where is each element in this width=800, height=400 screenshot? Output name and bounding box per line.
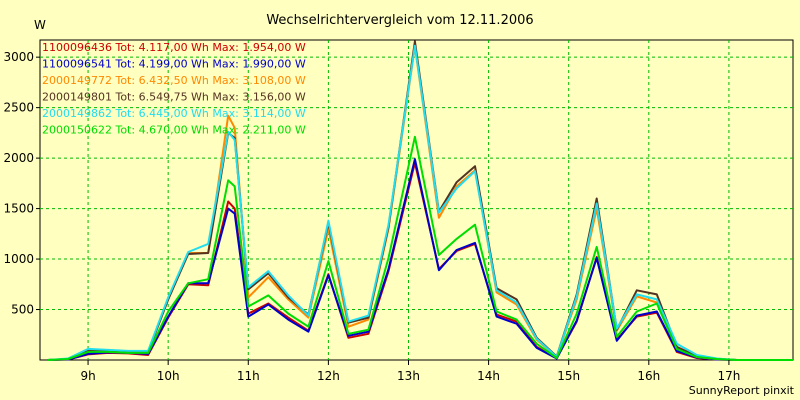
- series-line-6: [47, 135, 793, 361]
- y-tick-label: 2500: [3, 101, 34, 115]
- legend-entry-1: 1100096436 Tot: 4.117,00 Wh Max: 1.954,0…: [42, 41, 306, 54]
- x-tick-label: 13h: [397, 369, 420, 383]
- x-tick-label: 17h: [717, 369, 740, 383]
- x-tick-label: 12h: [317, 369, 340, 383]
- x-tick-label: 16h: [637, 369, 660, 383]
- series-line-2: [47, 158, 793, 361]
- x-tick-label: 11h: [237, 369, 260, 383]
- plot-area: [39, 39, 794, 361]
- y-tick-label: 3000: [3, 50, 34, 64]
- y-tick-label: 2000: [3, 151, 34, 165]
- x-tick-label: 15h: [557, 369, 580, 383]
- series-layer: [47, 40, 793, 361]
- y-axis-label: W: [34, 18, 46, 32]
- series-line-5: [47, 44, 793, 361]
- legend: 1100096436 Tot: 4.117,00 Wh Max: 1.954,0…: [42, 41, 306, 137]
- legend-entry-4: 2000149801 Tot: 6.549,75 Wh Max: 3.156,0…: [42, 91, 306, 104]
- chart-title: Wechselrichtervergleich vom 12.11.2006: [266, 13, 533, 28]
- y-tick-label: 500: [11, 303, 34, 317]
- x-tick-label: 14h: [477, 369, 500, 383]
- footer-credit: SunnyReport pinxit: [689, 384, 795, 397]
- legend-entry-2: 1100096541 Tot: 4.199,00 Wh Max: 1.990,0…: [42, 58, 306, 71]
- legend-entry-5: 2000149862 Tot: 6.445,00 Wh Max: 3.114,0…: [42, 107, 306, 120]
- ticks-layer: 9h 10h 11h 12h 13h 14h 15h 16h 17h 500 1000 1500 200…: [3, 50, 740, 383]
- legend-entry-3: 2000149772 Tot: 6.432,50 Wh Max: 3.108,0…: [42, 74, 306, 87]
- y-tick-label: 1500: [3, 202, 34, 216]
- x-tick-label: 9h: [80, 369, 95, 383]
- legend-entry-6: 2000150622 Tot: 4.670,00 Wh Max: 2.211,0…: [42, 124, 306, 137]
- x-tick-label: 10h: [157, 369, 180, 383]
- y-tick-label: 1000: [3, 252, 34, 266]
